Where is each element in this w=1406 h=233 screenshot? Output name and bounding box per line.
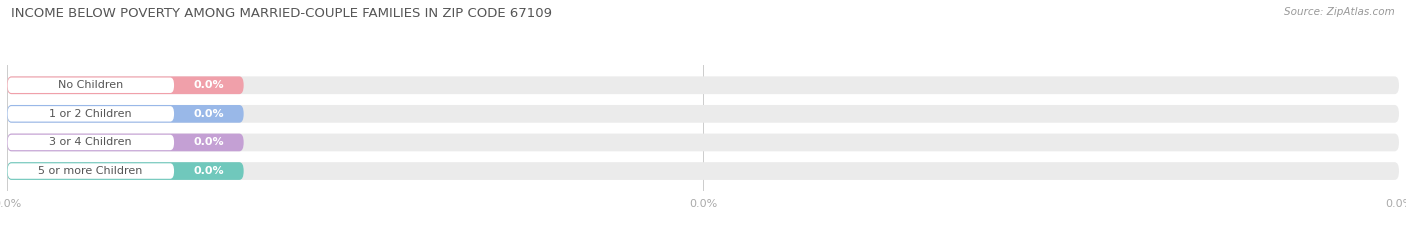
FancyBboxPatch shape (7, 134, 243, 151)
Text: 0.0%: 0.0% (194, 109, 224, 119)
FancyBboxPatch shape (7, 105, 1399, 123)
FancyBboxPatch shape (7, 78, 174, 93)
FancyBboxPatch shape (7, 76, 1399, 94)
FancyBboxPatch shape (7, 106, 174, 122)
Text: 5 or more Children: 5 or more Children (38, 166, 143, 176)
Text: 3 or 4 Children: 3 or 4 Children (49, 137, 132, 147)
FancyBboxPatch shape (7, 162, 243, 180)
FancyBboxPatch shape (7, 163, 174, 179)
FancyBboxPatch shape (7, 134, 1399, 151)
Text: 0.0%: 0.0% (194, 137, 224, 147)
Text: No Children: No Children (58, 80, 124, 90)
FancyBboxPatch shape (7, 76, 243, 94)
FancyBboxPatch shape (7, 162, 1399, 180)
FancyBboxPatch shape (7, 135, 174, 150)
Text: 0.0%: 0.0% (194, 80, 224, 90)
FancyBboxPatch shape (7, 105, 243, 123)
Text: Source: ZipAtlas.com: Source: ZipAtlas.com (1284, 7, 1395, 17)
Text: INCOME BELOW POVERTY AMONG MARRIED-COUPLE FAMILIES IN ZIP CODE 67109: INCOME BELOW POVERTY AMONG MARRIED-COUPL… (11, 7, 553, 20)
Text: 0.0%: 0.0% (194, 166, 224, 176)
Text: 1 or 2 Children: 1 or 2 Children (49, 109, 132, 119)
